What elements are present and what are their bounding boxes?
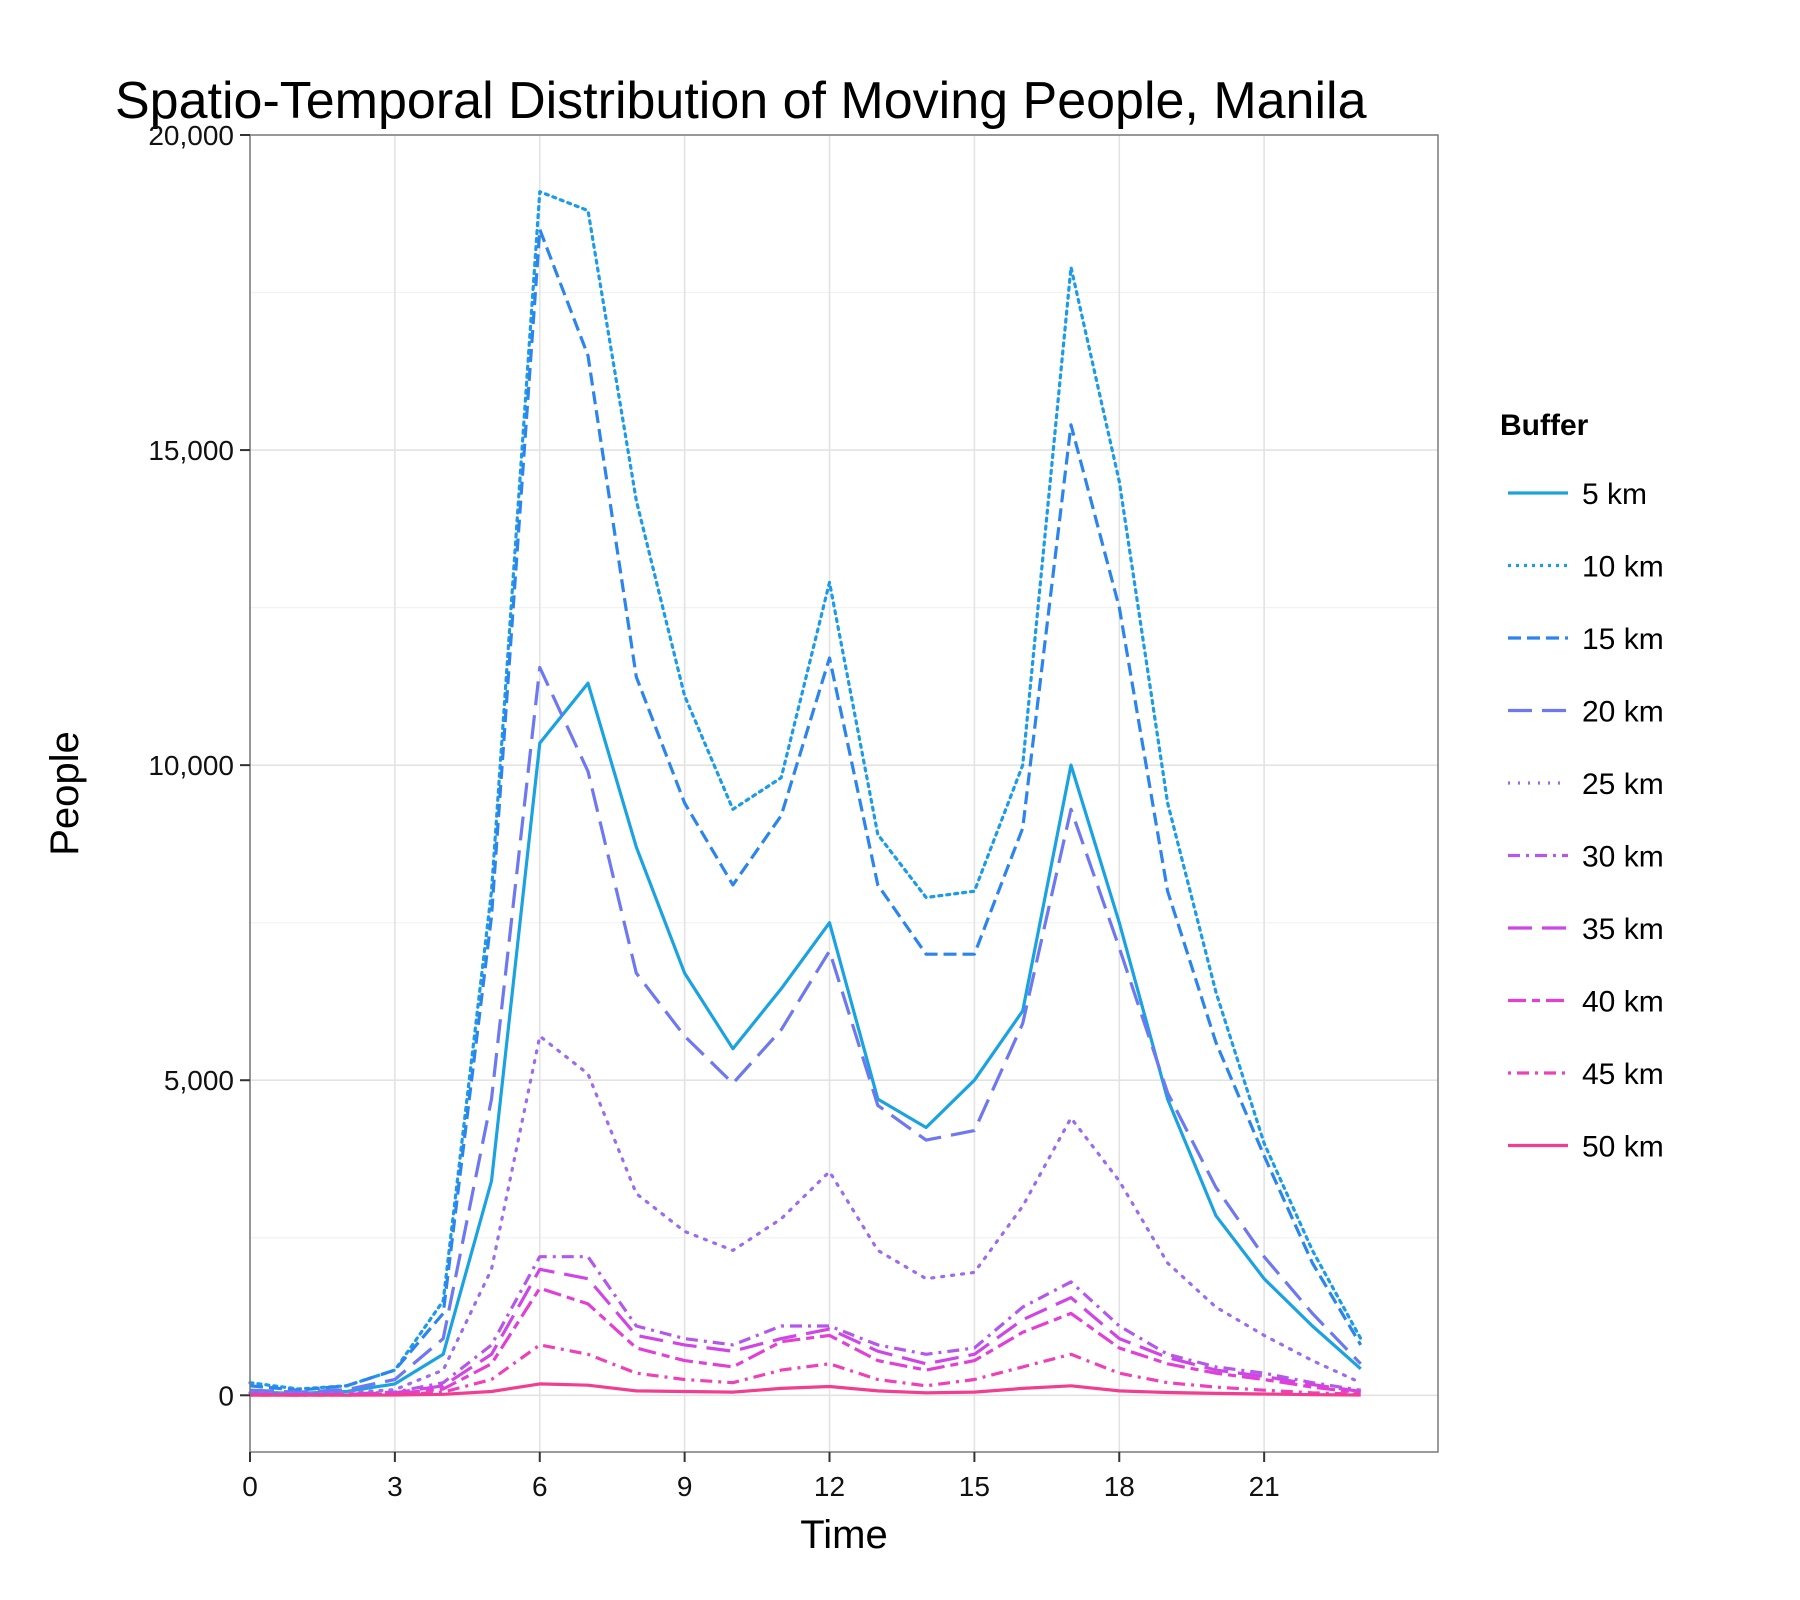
x-axis-title: Time	[800, 1513, 887, 1557]
series-line	[249, 1255, 1361, 1397]
legend: Buffer 5 km 10 km 15 km 20 km 25 km 30 km 35 k…	[1500, 409, 1664, 1164]
legend-label: 35 km	[1582, 913, 1664, 946]
legend-label: 25 km	[1582, 768, 1664, 801]
y-tick-label: 0	[218, 1380, 234, 1411]
series-line	[250, 1382, 1361, 1397]
series-line	[248, 190, 1363, 1391]
x-tick-label: 21	[1249, 1471, 1280, 1502]
x-tick-label: 15	[959, 1471, 990, 1502]
legend-label: 45 km	[1582, 1058, 1664, 1091]
panel-border	[249, 134, 1439, 1453]
series-layer	[248, 190, 1363, 1397]
y-tick-label: 15,000	[148, 435, 234, 466]
legend-label: 40 km	[1582, 986, 1664, 1019]
legend-label: 15 km	[1582, 623, 1664, 656]
x-tick-label: 9	[677, 1471, 693, 1502]
x-tick-label: 18	[1104, 1471, 1135, 1502]
chart-title: Spatio-Temporal Distribution of Moving P…	[115, 72, 1367, 130]
x-tick-label: 0	[242, 1471, 258, 1502]
axes: 0 5,000 10,000 15,000 20,000 0 3 6 9 12 15 18 21	[148, 120, 1279, 1502]
y-axis-title: People	[43, 731, 87, 856]
x-tick-label: 3	[387, 1471, 403, 1502]
series-line	[249, 1343, 1361, 1397]
legend-label: 5 km	[1582, 478, 1647, 511]
series-line	[249, 1267, 1361, 1397]
grid	[249, 134, 1438, 1452]
legend-label: 50 km	[1582, 1131, 1664, 1164]
x-tick-label: 6	[532, 1471, 548, 1502]
y-tick-label: 10,000	[148, 750, 234, 781]
x-tick-label: 12	[814, 1471, 845, 1502]
series-line	[249, 227, 1363, 1392]
legend-label: 10 km	[1582, 551, 1664, 584]
y-tick-label: 20,000	[148, 120, 234, 151]
series-line	[249, 665, 1362, 1394]
series-line	[248, 1034, 1363, 1396]
legend-title: Buffer	[1500, 409, 1589, 442]
legend-label: 20 km	[1582, 696, 1664, 729]
y-tick-label: 5,000	[164, 1065, 234, 1096]
legend-label: 30 km	[1582, 841, 1664, 874]
series-line	[249, 1286, 1361, 1397]
series-line	[249, 681, 1362, 1395]
